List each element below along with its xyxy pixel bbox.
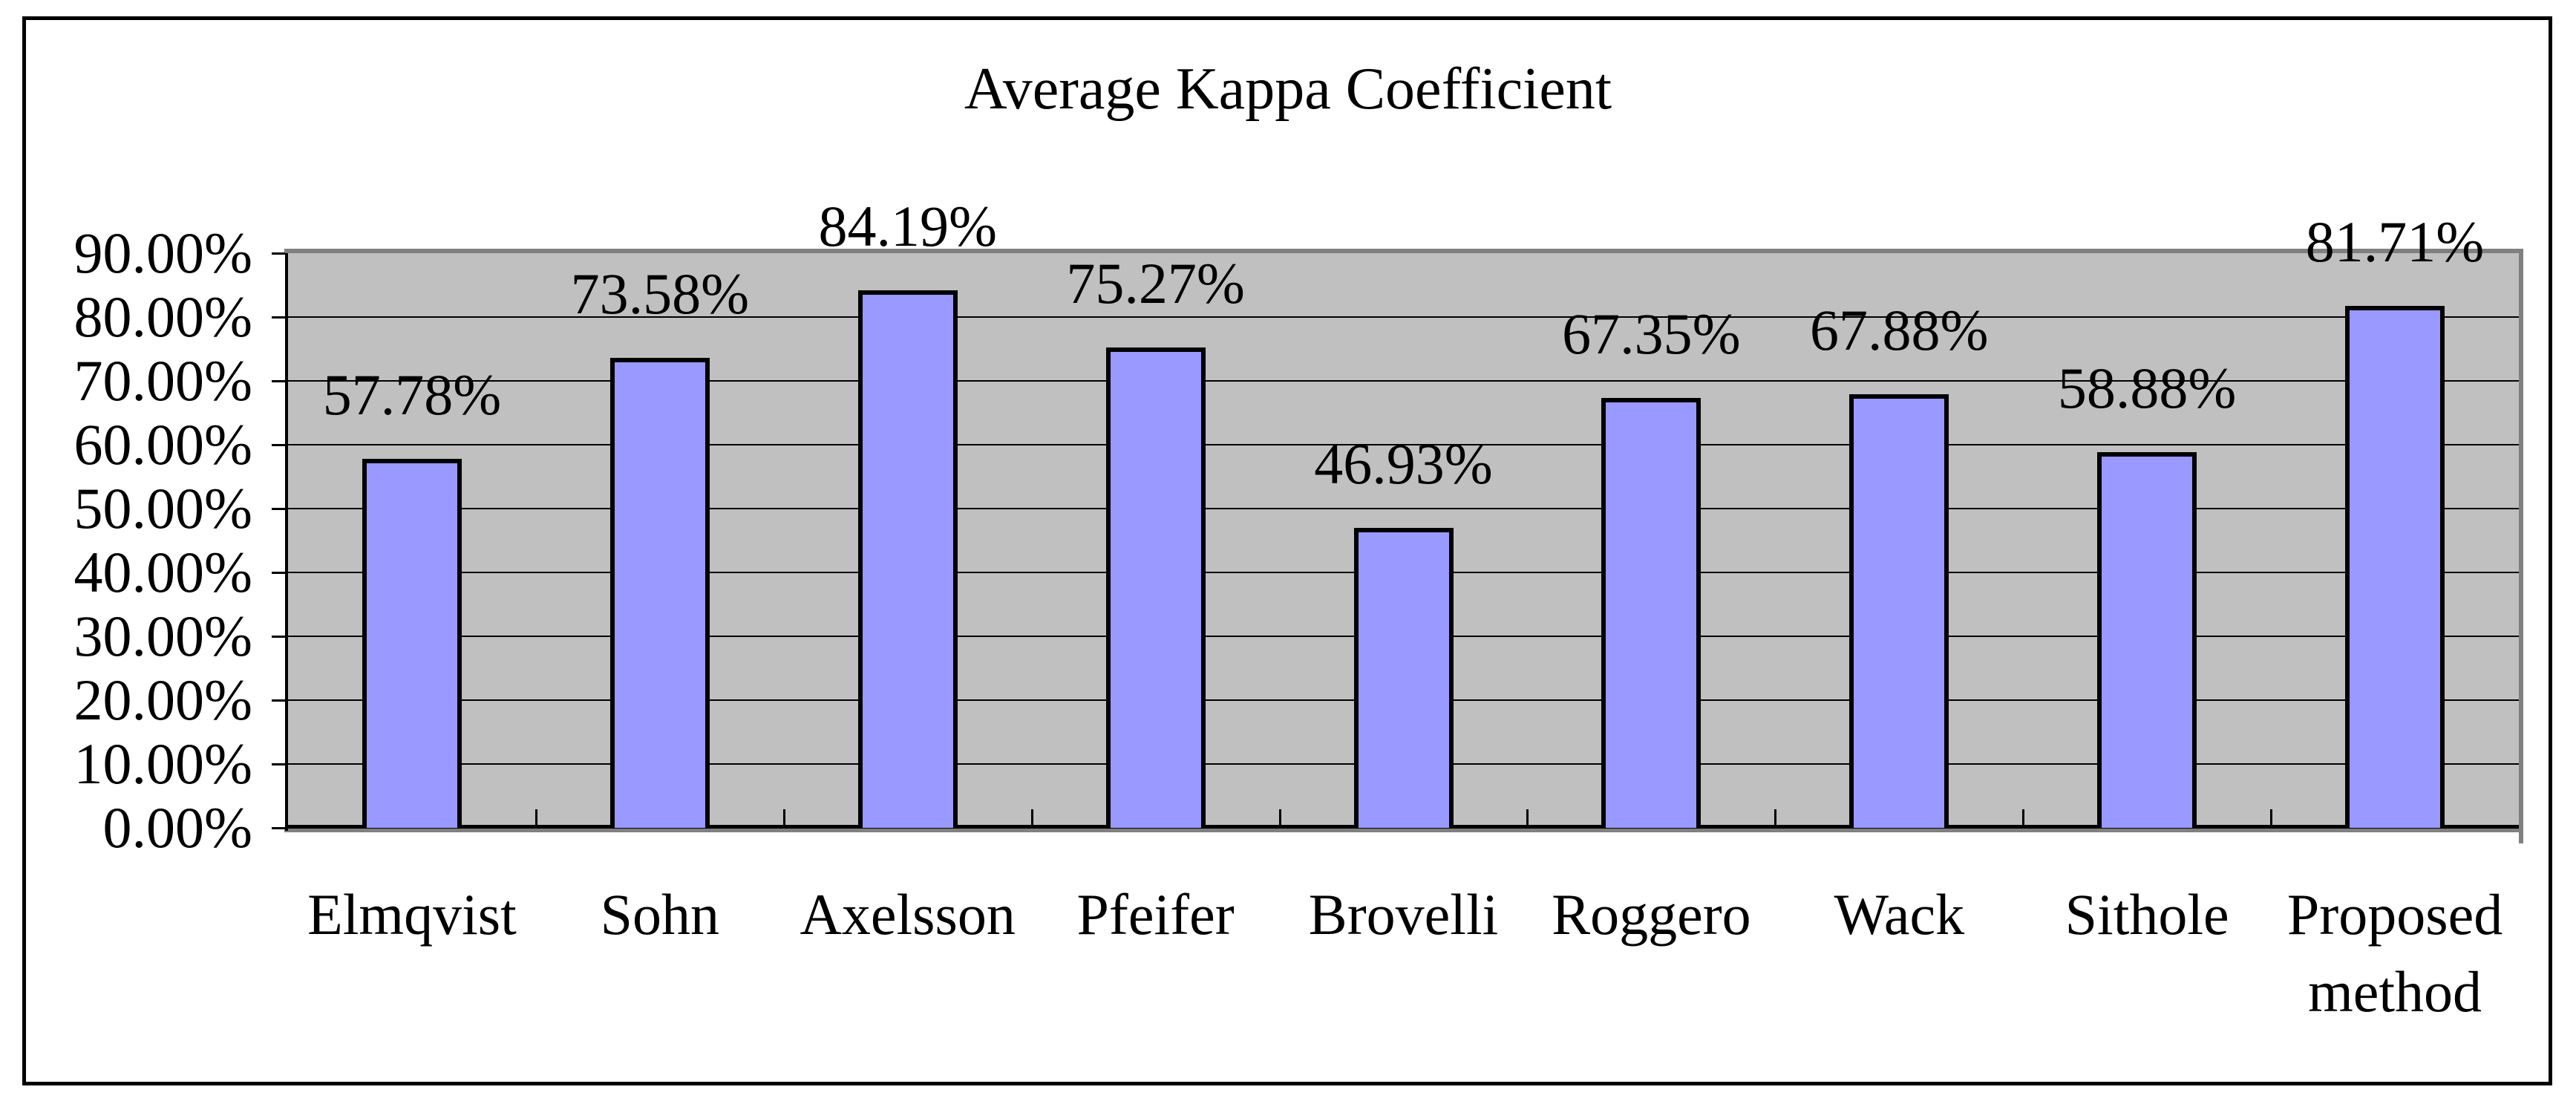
chart-title: Average Kappa Coefficient	[964, 56, 1612, 122]
y-axis-tick	[272, 444, 285, 446]
x-axis-tick	[2022, 809, 2025, 828]
x-axis-tick	[782, 809, 785, 828]
x-axis-tick	[1774, 809, 1777, 828]
y-axis-tick-label: 70.00%	[73, 348, 252, 413]
gridline	[288, 444, 2519, 445]
data-label: 46.93%	[1314, 431, 1493, 497]
bar	[1849, 394, 1949, 828]
y-axis-tick-label: 50.00%	[73, 476, 252, 541]
bar	[1105, 347, 1206, 828]
x-axis-tick	[1030, 809, 1033, 828]
data-label: 67.88%	[1810, 298, 1989, 363]
y-axis-line	[285, 253, 288, 831]
category-label: Sithole	[2065, 882, 2229, 947]
category-label: Brovelli	[1308, 882, 1499, 947]
data-label: 84.19%	[818, 193, 997, 258]
category-label: Sohn	[600, 882, 720, 947]
x-axis-tick	[535, 809, 537, 828]
data-label: 57.78%	[322, 362, 502, 428]
plot-border-bottom	[284, 829, 2523, 832]
y-axis-tick-label: 0.00%	[102, 795, 252, 860]
data-label: 73.58%	[570, 261, 750, 327]
category-label: Proposed method	[2286, 882, 2503, 1024]
data-label: 58.88%	[2057, 355, 2237, 420]
bar	[2345, 306, 2445, 828]
y-axis-tick-label: 80.00%	[73, 284, 252, 349]
gridline	[288, 316, 2519, 318]
x-axis-tick	[1278, 809, 1281, 828]
y-axis-tick-label: 10.00%	[73, 731, 252, 796]
plot-border-top	[284, 249, 2523, 253]
category-label: Pfeifer	[1076, 882, 1235, 947]
y-axis-tick	[272, 636, 285, 638]
data-label: 75.27%	[1066, 250, 1245, 316]
figure-border	[22, 16, 2552, 1085]
y-axis-tick-label: 20.00%	[73, 667, 252, 732]
bar	[609, 358, 710, 828]
gridline	[288, 508, 2519, 509]
x-axis-tick	[1526, 809, 1529, 828]
y-axis-tick-label: 90.00%	[73, 221, 252, 285]
bar	[362, 459, 462, 828]
category-label: Roggero	[1552, 882, 1751, 947]
bar	[857, 290, 958, 828]
plot-border-right	[2519, 249, 2523, 843]
y-axis-tick	[272, 252, 285, 255]
y-axis-tick	[272, 508, 285, 510]
category-label: Axelsson	[800, 882, 1016, 947]
y-axis-tick	[272, 763, 285, 765]
gridline	[288, 380, 2519, 382]
y-axis-tick-label: 30.00%	[73, 604, 252, 668]
y-axis-tick	[272, 380, 285, 382]
x-axis-tick	[2270, 809, 2273, 828]
y-axis-tick-label: 40.00%	[73, 540, 252, 604]
category-label: Elmqvist	[307, 882, 517, 947]
y-axis-tick	[272, 316, 285, 319]
bar	[1601, 397, 1701, 828]
y-axis-tick	[272, 827, 285, 829]
y-axis-tick	[272, 572, 285, 574]
data-label: 81.71%	[2305, 209, 2485, 275]
category-label: Wack	[1834, 882, 1965, 947]
y-axis-tick-label: 60.00%	[73, 412, 252, 477]
data-label: 67.35%	[1562, 301, 1741, 366]
bar	[1353, 528, 1454, 828]
y-axis-tick	[272, 699, 285, 702]
bar	[2097, 451, 2197, 828]
